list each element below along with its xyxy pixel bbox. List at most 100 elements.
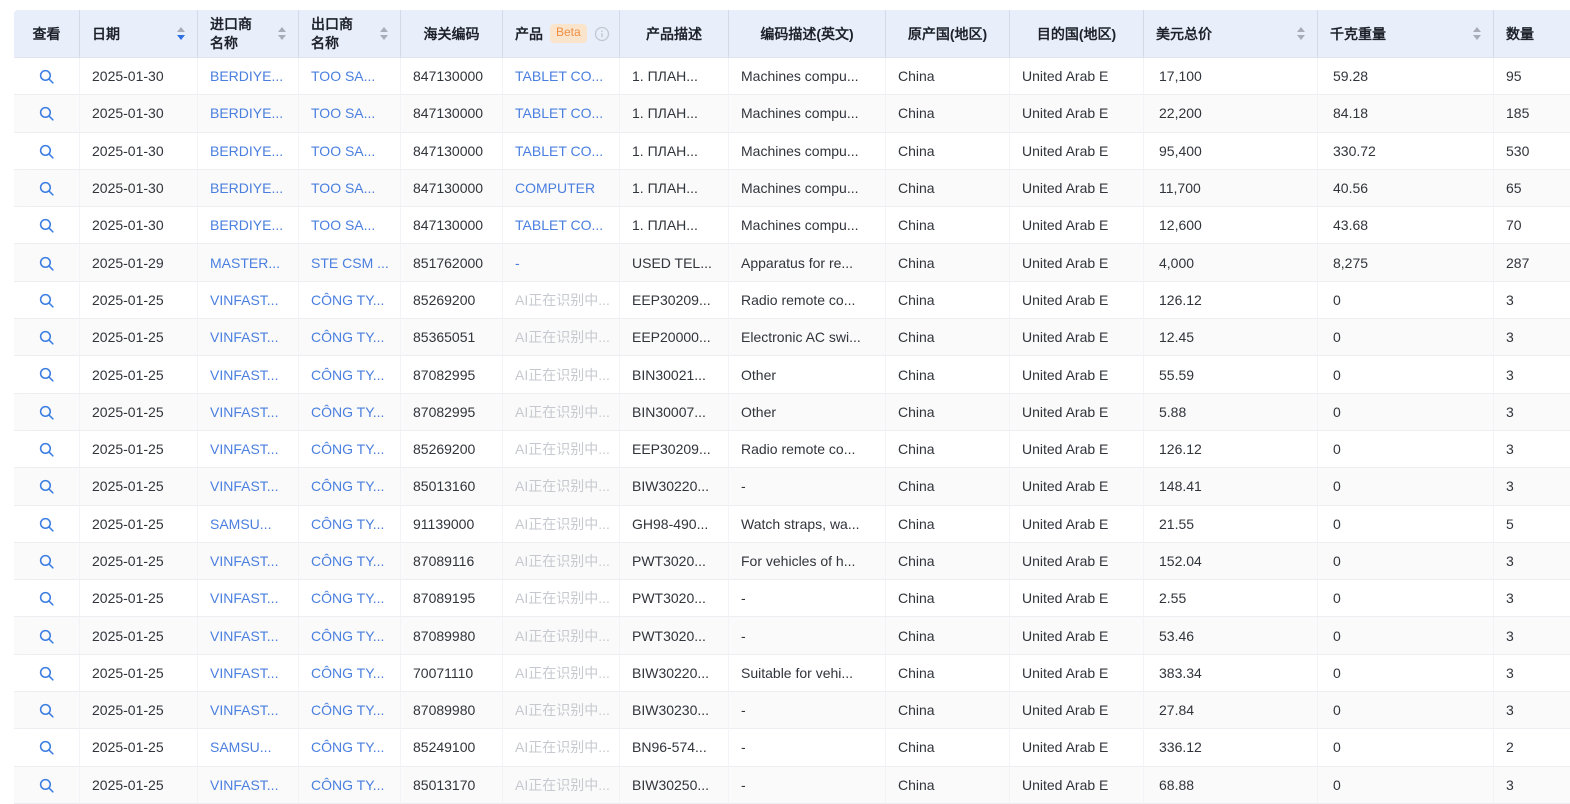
view-magnifier-icon[interactable]: [38, 217, 55, 234]
view-magnifier-icon[interactable]: [38, 739, 55, 756]
product-link[interactable]: TABLET CO...: [515, 217, 604, 234]
exporter-link[interactable]: CÔNG TY...: [311, 776, 385, 793]
table-row: 2025-01-25 VINFAST... CÔNG TY... 8526920…: [14, 430, 1570, 469]
view-magnifier-icon[interactable]: [38, 665, 55, 682]
view-magnifier-icon[interactable]: [38, 404, 55, 421]
product-link[interactable]: -: [515, 254, 520, 271]
importer-link[interactable]: MASTER...: [210, 254, 281, 271]
origin-country-cell: China: [886, 356, 1010, 394]
column-header-product: 产品 Beta: [503, 10, 620, 58]
exporter-link[interactable]: CÔNG TY...: [311, 366, 385, 383]
exporter-link[interactable]: STE CSM ...: [311, 254, 389, 271]
product-link[interactable]: COMPUTER: [515, 180, 596, 197]
sort-control-exporter[interactable]: [380, 27, 388, 40]
view-cell: [14, 766, 80, 804]
usd-total-cell: 95,400: [1144, 132, 1318, 170]
product-link[interactable]: TABLET CO...: [515, 142, 604, 159]
hs-code-cell: 85365051: [401, 319, 503, 357]
exporter-link[interactable]: CÔNG TY...: [311, 515, 385, 532]
weight-kg-cell: 0: [1318, 542, 1494, 581]
usd-total-cell: 21.55: [1144, 505, 1318, 543]
view-magnifier-icon[interactable]: [38, 329, 55, 346]
importer-link[interactable]: VINFAST...: [210, 776, 279, 793]
destination-country-cell: United Arab E: [1010, 169, 1144, 208]
importer-link[interactable]: VINFAST...: [210, 627, 279, 644]
view-magnifier-icon[interactable]: [38, 255, 55, 272]
origin-country-cell: China: [886, 58, 1010, 96]
exporter-link[interactable]: TOO SA...: [311, 180, 376, 197]
origin-country-cell: China: [886, 692, 1010, 730]
exporter-link[interactable]: CÔNG TY...: [311, 291, 385, 308]
exporter-link[interactable]: TOO SA...: [311, 105, 376, 122]
sort-control-importer[interactable]: [278, 27, 286, 40]
sort-control-usd-total[interactable]: [1297, 27, 1305, 40]
column-header-weight-kg[interactable]: 千克重量: [1318, 10, 1494, 58]
importer-link[interactable]: VINFAST...: [210, 702, 279, 719]
exporter-link[interactable]: CÔNG TY...: [311, 739, 385, 756]
view-magnifier-icon[interactable]: [38, 143, 55, 160]
importer-link[interactable]: BERDIYE...: [210, 217, 284, 234]
view-magnifier-icon[interactable]: [38, 292, 55, 309]
product-link[interactable]: TABLET CO...: [515, 105, 604, 122]
view-magnifier-icon[interactable]: [38, 180, 55, 197]
exporter-link[interactable]: TOO SA...: [311, 217, 376, 234]
importer-link[interactable]: VINFAST...: [210, 590, 279, 607]
view-magnifier-icon[interactable]: [38, 628, 55, 645]
exporter-cell: TOO SA...: [299, 132, 401, 170]
view-cell: [14, 580, 80, 618]
exporter-link[interactable]: CÔNG TY...: [311, 627, 385, 644]
exporter-link[interactable]: CÔNG TY...: [311, 441, 385, 458]
origin-country-cell: China: [886, 319, 1010, 357]
importer-link[interactable]: SAMSU...: [210, 515, 272, 532]
exporter-link[interactable]: CÔNG TY...: [311, 664, 385, 681]
view-magnifier-icon[interactable]: [38, 366, 55, 383]
importer-link[interactable]: VINFAST...: [210, 553, 279, 569]
view-magnifier-icon[interactable]: [38, 590, 55, 607]
importer-link[interactable]: BERDIYE...: [210, 105, 284, 122]
view-magnifier-icon[interactable]: [38, 516, 55, 533]
importer-link[interactable]: BERDIYE...: [210, 142, 284, 159]
column-header-exporter[interactable]: 出口商名称: [299, 10, 401, 58]
column-header-importer[interactable]: 进口商名称: [198, 10, 299, 58]
column-header-date[interactable]: 日期: [80, 10, 198, 58]
exporter-link[interactable]: TOO SA...: [311, 68, 376, 85]
hs-code-cell: 847130000: [401, 58, 503, 96]
view-magnifier-icon[interactable]: [38, 441, 55, 458]
exporter-cell: CÔNG TY...: [299, 281, 401, 320]
table-row: 2025-01-25 VINFAST... CÔNG TY... 8708299…: [14, 393, 1570, 431]
destination-country-cell: United Arab E: [1010, 319, 1144, 357]
view-magnifier-icon[interactable]: [38, 702, 55, 719]
column-header-usd-total[interactable]: 美元总价: [1144, 10, 1318, 58]
exporter-link[interactable]: TOO SA...: [311, 142, 376, 159]
importer-link[interactable]: BERDIYE...: [210, 68, 284, 85]
view-magnifier-icon[interactable]: [38, 68, 55, 85]
importer-link[interactable]: VINFAST...: [210, 441, 279, 458]
view-magnifier-icon[interactable]: [38, 105, 55, 122]
importer-link[interactable]: BERDIYE...: [210, 180, 284, 197]
view-magnifier-icon[interactable]: [38, 553, 55, 570]
usd-total-cell: 2.55: [1144, 580, 1318, 618]
column-label: 日期: [92, 25, 120, 42]
product-link[interactable]: TABLET CO...: [515, 68, 604, 85]
weight-kg-cell: 0: [1318, 505, 1494, 543]
column-header-quantity: 数量: [1494, 10, 1570, 58]
view-magnifier-icon[interactable]: [38, 777, 55, 794]
exporter-link[interactable]: CÔNG TY...: [311, 702, 385, 719]
sort-control-date[interactable]: [177, 27, 185, 40]
exporter-link[interactable]: CÔNG TY...: [311, 478, 385, 495]
importer-link[interactable]: VINFAST...: [210, 329, 279, 346]
view-magnifier-icon[interactable]: [38, 478, 55, 495]
exporter-link[interactable]: CÔNG TY...: [311, 403, 385, 420]
exporter-link[interactable]: CÔNG TY...: [311, 553, 385, 569]
exporter-link[interactable]: CÔNG TY...: [311, 590, 385, 607]
importer-link[interactable]: SAMSU...: [210, 739, 272, 756]
info-icon[interactable]: [594, 26, 610, 42]
sort-control-weight-kg[interactable]: [1473, 27, 1481, 40]
importer-link[interactable]: VINFAST...: [210, 291, 279, 308]
importer-link[interactable]: VINFAST...: [210, 366, 279, 383]
importer-link[interactable]: VINFAST...: [210, 403, 279, 420]
table-row: 2025-01-25 VINFAST... CÔNG TY... 8526920…: [14, 281, 1570, 320]
importer-link[interactable]: VINFAST...: [210, 478, 279, 495]
exporter-link[interactable]: CÔNG TY...: [311, 329, 385, 346]
importer-link[interactable]: VINFAST...: [210, 664, 279, 681]
